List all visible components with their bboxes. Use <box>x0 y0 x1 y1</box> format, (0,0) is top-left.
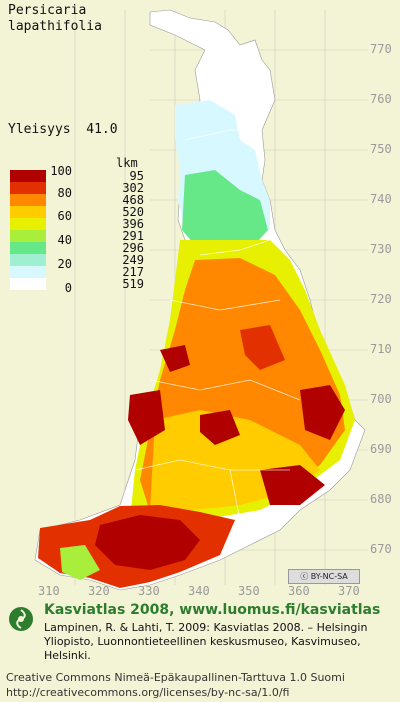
zone-darkred-center <box>200 410 240 445</box>
legend-value: 60 <box>57 209 72 223</box>
legend-value: 20 <box>57 257 72 271</box>
species-epithet: lapathifolia <box>8 19 102 34</box>
x-tick-label: 330 <box>138 584 160 598</box>
legend-count: 217 <box>122 265 144 279</box>
legend-value: 80 <box>57 186 72 200</box>
species-name: Persicaria lapathifolia <box>8 3 102 35</box>
legend-value: 0 <box>64 281 72 295</box>
legend-count: 520 <box>122 205 144 219</box>
legend: lkm 95 100 80 60 40 20 0 302 468 520 396… <box>0 0 150 300</box>
distribution-map <box>34 9 368 591</box>
legend-swatch-30 <box>10 254 46 266</box>
y-tick-label: 670 <box>370 542 392 556</box>
y-tick-label: 690 <box>370 442 392 456</box>
zone-greenlight-west <box>60 545 100 580</box>
zone-red-central <box>240 325 285 370</box>
frequency-label: Yleisyys 41.0 <box>8 122 118 137</box>
y-tick-label: 750 <box>370 142 392 156</box>
kasviatlas-logo-icon <box>9 607 33 631</box>
legend-swatch-80 <box>10 194 46 206</box>
x-tick-label: 350 <box>238 584 260 598</box>
zone-darkred-north <box>160 345 190 372</box>
species-genus: Persicaria <box>8 3 87 18</box>
x-tick-label: 360 <box>288 584 310 598</box>
legend-count: 296 <box>122 241 144 255</box>
citation-text: Lampinen, R. & Lahti, T. 2009: Kasviatla… <box>44 621 368 662</box>
license-name: Creative Commons Nimeä-Epäkaupallinen-Ta… <box>6 671 345 684</box>
legend-header: lkm <box>116 156 138 170</box>
y-tick-label: 760 <box>370 92 392 106</box>
y-tick-label: 710 <box>370 342 392 356</box>
province-borders <box>134 129 301 546</box>
license-text: Creative Commons Nimeä-Epäkaupallinen-Ta… <box>6 670 398 700</box>
legend-count: 519 <box>122 277 144 291</box>
legend-swatch-60 <box>10 218 46 230</box>
cc-badge-text: BY-NC-SA <box>310 572 348 581</box>
y-tick-label: 680 <box>370 492 392 506</box>
legend-count: 396 <box>122 217 144 231</box>
license-url-link[interactable]: http://creativecommons.org/licenses/by-n… <box>6 686 290 699</box>
zone-darkred-east <box>300 385 345 440</box>
zone-darkred-south <box>260 465 325 505</box>
atlas-title-link[interactable]: Kasviatlas 2008, www.luomus.fi/kasviatla… <box>44 602 381 618</box>
x-tick-label: 370 <box>338 584 360 598</box>
zone-green-north <box>182 170 268 250</box>
legend-count: 468 <box>122 193 144 207</box>
y-tick-label: 720 <box>370 292 392 306</box>
y-tick-label: 740 <box>370 192 392 206</box>
legend-swatch-20 <box>10 266 46 278</box>
frequency-text: Yleisyys <box>8 122 71 137</box>
zone-darkred-west <box>128 390 165 445</box>
legend-count: 249 <box>122 253 144 267</box>
legend-swatch-0 <box>10 278 46 290</box>
y-tick-label: 770 <box>370 42 392 56</box>
x-tick-label: 340 <box>188 584 210 598</box>
legend-swatch-40 <box>10 242 46 254</box>
y-tick-label: 700 <box>370 392 392 406</box>
zone-darkred-southwest <box>95 515 200 570</box>
cc-license-badge[interactable]: ⓒ BY-NC-SA <box>288 569 360 584</box>
legend-count: 302 <box>122 181 144 195</box>
x-tick-label: 310 <box>38 584 60 598</box>
x-tick-label: 320 <box>88 584 110 598</box>
legend-top-count: 95 <box>129 169 144 183</box>
legend-count: 291 <box>122 229 144 243</box>
legend-swatch-100 <box>10 170 46 182</box>
legend-swatch-50 <box>10 230 46 242</box>
frequency-value: 41.0 <box>86 122 118 137</box>
legend-swatch-90 <box>10 182 46 194</box>
cc-icon: ⓒ <box>300 572 309 581</box>
y-tick-label: 730 <box>370 242 392 256</box>
legend-value: 40 <box>57 233 72 247</box>
legend-value: 100 <box>50 164 72 178</box>
legend-swatch-70 <box>10 206 46 218</box>
